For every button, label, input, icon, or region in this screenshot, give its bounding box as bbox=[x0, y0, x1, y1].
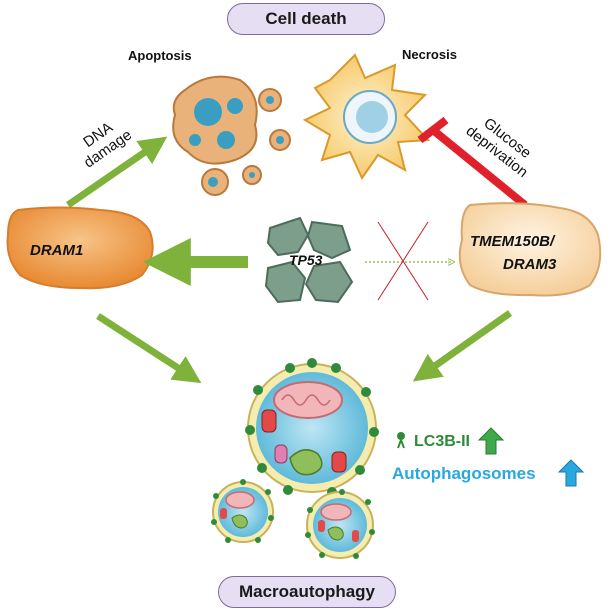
autophagosome-small-right-icon bbox=[305, 489, 375, 559]
dna-damage-arrow bbox=[66, 136, 168, 208]
lc3b-label: LC3B-II bbox=[414, 433, 470, 450]
tmem150b-label-line1: TMEM150B/ bbox=[470, 233, 555, 250]
tmem-to-autophagy-arrow bbox=[412, 310, 513, 382]
necrosis-label: Necrosis bbox=[402, 47, 457, 62]
apoptosis-label: Apoptosis bbox=[128, 48, 192, 63]
autophagosome-small-left-icon bbox=[211, 479, 274, 543]
tp53-tetramer-icon bbox=[264, 216, 354, 304]
dram1-protein-shape bbox=[6, 206, 154, 290]
dram1-to-autophagy-arrow bbox=[96, 313, 202, 384]
autophagosome-large-icon bbox=[245, 358, 379, 497]
necrosis-cell-icon bbox=[302, 53, 431, 181]
lc3b-marker-icon bbox=[397, 432, 405, 449]
glucose-inhibition-line bbox=[417, 116, 528, 209]
dram1-label: DRAM1 bbox=[30, 242, 84, 259]
lc3b-up-arrow-icon bbox=[477, 427, 505, 455]
autophagosomes-label: Autophagosomes bbox=[392, 464, 536, 483]
tmem150b-label-line2: DRAM3 bbox=[503, 256, 557, 273]
cell-death-title: Cell death bbox=[227, 3, 385, 35]
tmem150b-protein-shape bbox=[458, 202, 602, 297]
autophagosome-up-arrow-icon bbox=[557, 459, 585, 487]
no-regulation-cross bbox=[377, 221, 429, 301]
macroautophagy-title: Macroautophagy bbox=[218, 576, 396, 608]
apoptosis-cell-icon bbox=[172, 75, 291, 196]
tp53-label: TP53 bbox=[289, 252, 323, 268]
